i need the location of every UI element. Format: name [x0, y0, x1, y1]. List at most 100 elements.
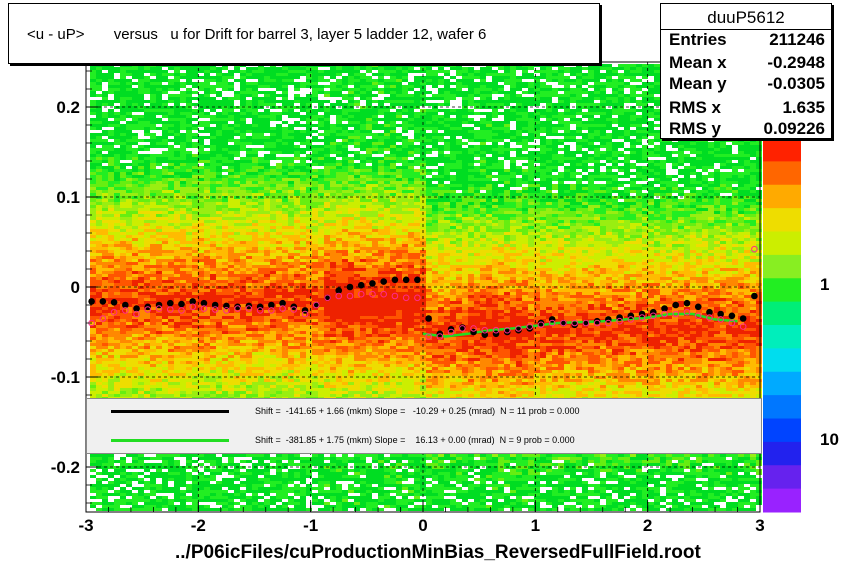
- heatmap-cell: [246, 229, 252, 232]
- heatmap-cell: [126, 325, 132, 328]
- heatmap-cell: [234, 190, 240, 193]
- heatmap-cell: [162, 115, 168, 118]
- heatmap-cell: [108, 91, 114, 94]
- heatmap-cell: [126, 157, 132, 160]
- heatmap-cell: [90, 484, 96, 487]
- heatmap-cell: [300, 184, 306, 187]
- heatmap-cell: [126, 196, 132, 199]
- heatmap-cell: [288, 178, 294, 181]
- heatmap-cell: [186, 364, 192, 367]
- heatmap-cell: [282, 232, 288, 235]
- heatmap-cell: [96, 79, 102, 82]
- heatmap-cell: [300, 394, 306, 397]
- heatmap-cell: [186, 313, 192, 316]
- heatmap-cell: [264, 349, 270, 352]
- heatmap-cell: [288, 253, 294, 256]
- heatmap-cell: [156, 292, 162, 295]
- heatmap-cell: [96, 454, 102, 457]
- heatmap-cell: [258, 385, 264, 388]
- heatmap-cell: [156, 487, 162, 490]
- heatmap-cell: [282, 151, 288, 154]
- heatmap-cell: [192, 361, 198, 364]
- heatmap-cell: [120, 385, 126, 388]
- heatmap-cell: [282, 253, 288, 256]
- heatmap-cell: [216, 277, 222, 280]
- heatmap-cell: [126, 244, 132, 247]
- heatmap-cell: [294, 322, 300, 325]
- heatmap-cell: [210, 184, 216, 187]
- heatmap-cell: [294, 232, 300, 235]
- heatmap-cell: [216, 142, 222, 145]
- heatmap-cell: [210, 223, 216, 226]
- heatmap-cell: [126, 283, 132, 286]
- heatmap-cell: [210, 472, 216, 475]
- heatmap-cell: [276, 340, 282, 343]
- heatmap-cell: [288, 163, 294, 166]
- heatmap-cell: [264, 196, 270, 199]
- heatmap-cell: [264, 163, 270, 166]
- heatmap-cell: [186, 394, 192, 397]
- heatmap-cell: [258, 457, 264, 460]
- heatmap-cell: [156, 244, 162, 247]
- heatmap-cell: [126, 208, 132, 211]
- heatmap-cell: [186, 70, 192, 73]
- heatmap-cell: [126, 205, 132, 208]
- heatmap-cell: [162, 346, 168, 349]
- heatmap-cell: [162, 277, 168, 280]
- heatmap-cell: [144, 154, 150, 157]
- heatmap-cell: [216, 382, 222, 385]
- heatmap-cell: [126, 334, 132, 337]
- heatmap-cell: [162, 271, 168, 274]
- heatmap-cell: [180, 469, 186, 472]
- heatmap-cell: [288, 352, 294, 355]
- heatmap-cell: [264, 265, 270, 268]
- heatmap-cell: [168, 259, 174, 262]
- heatmap-cell: [204, 172, 210, 175]
- heatmap-cell: [138, 334, 144, 337]
- heatmap-cell: [252, 364, 258, 367]
- heatmap-cell: [132, 214, 138, 217]
- heatmap-cell: [216, 190, 222, 193]
- heatmap-cell: [108, 361, 114, 364]
- heatmap-cell: [300, 268, 306, 271]
- heatmap-cell: [228, 304, 234, 307]
- heatmap-cell: [162, 223, 168, 226]
- heatmap-cell: [270, 352, 276, 355]
- heatmap-cell: [90, 271, 96, 274]
- heatmap-cell: [132, 289, 138, 292]
- heatmap-cell: [282, 313, 288, 316]
- heatmap-cell: [174, 262, 180, 265]
- heatmap-cell: [108, 346, 114, 349]
- heatmap-cell: [120, 169, 126, 172]
- heatmap-cell: [234, 478, 240, 481]
- heatmap-cell: [252, 169, 258, 172]
- heatmap-cell: [198, 172, 204, 175]
- heatmap-cell: [258, 64, 264, 67]
- heatmap-cell: [216, 487, 222, 490]
- heatmap-cell: [150, 232, 156, 235]
- heatmap-cell: [264, 490, 270, 493]
- heatmap-cell: [144, 166, 150, 169]
- heatmap-cell: [156, 196, 162, 199]
- heatmap-cell: [222, 259, 228, 262]
- heatmap-cell: [264, 214, 270, 217]
- heatmap-cell: [132, 379, 138, 382]
- heatmap-cell: [198, 139, 204, 142]
- heatmap-cell: [90, 256, 96, 259]
- heatmap-cell: [126, 388, 132, 391]
- heatmap-cell: [282, 478, 288, 481]
- heatmap-cell: [288, 223, 294, 226]
- heatmap-cell: [90, 124, 96, 127]
- heatmap-cell: [156, 466, 162, 469]
- heatmap-cell: [246, 481, 252, 484]
- heatmap-cell: [162, 142, 168, 145]
- heatmap-cell: [216, 250, 222, 253]
- heatmap-cell: [126, 199, 132, 202]
- heatmap-cell: [234, 187, 240, 190]
- heatmap-cell: [180, 82, 186, 85]
- heatmap-cell: [258, 352, 264, 355]
- heatmap-cell: [96, 235, 102, 238]
- heatmap-cell: [258, 355, 264, 358]
- heatmap-cell: [228, 382, 234, 385]
- heatmap-cell: [270, 175, 276, 178]
